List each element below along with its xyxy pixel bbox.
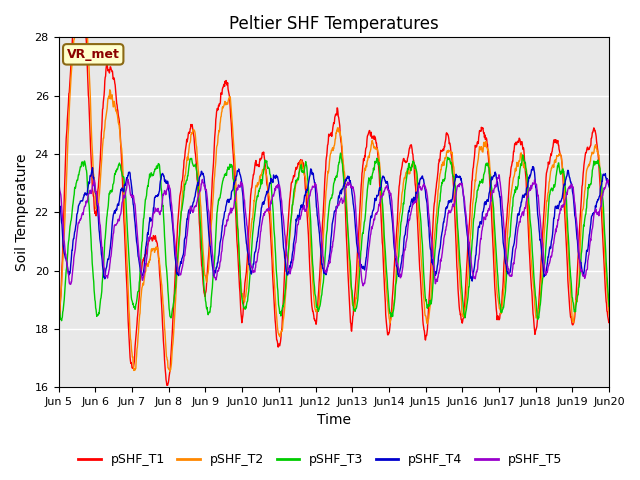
Line: pSHF_T4: pSHF_T4 (58, 167, 609, 281)
pSHF_T3 (58, 318, 65, 324)
pSHF_T2 (54, 318, 62, 324)
pSHF_T1 (164, 380, 172, 385)
pSHF_T5 (239, 182, 246, 188)
pSHF_T5 (420, 181, 428, 187)
pSHF_T4 (529, 164, 536, 169)
pSHF_T1 (239, 304, 247, 310)
pSHF_T2 (164, 365, 172, 371)
pSHF_T5 (359, 283, 367, 289)
pSHF_T1 (164, 383, 172, 388)
pSHF_T4 (541, 272, 548, 278)
pSHF_T4 (164, 178, 172, 184)
pSHF_T1 (492, 301, 500, 307)
pSHF_T4 (605, 184, 613, 190)
pSHF_T4 (492, 170, 499, 176)
pSHF_T4 (54, 202, 62, 208)
pSHF_T1 (54, 326, 62, 332)
pSHF_T3 (54, 302, 62, 308)
pSHF_T3 (605, 304, 613, 310)
Text: VR_met: VR_met (67, 48, 120, 61)
pSHF_T5 (541, 265, 548, 271)
pSHF_T5 (495, 172, 503, 178)
pSHF_T2 (492, 273, 500, 278)
pSHF_T3 (492, 245, 500, 251)
pSHF_T3 (337, 150, 344, 156)
pSHF_T5 (164, 185, 172, 191)
pSHF_T3 (420, 276, 428, 281)
pSHF_T2 (605, 312, 613, 318)
pSHF_T1 (420, 327, 428, 333)
pSHF_T2 (166, 369, 173, 374)
pSHF_T4 (419, 176, 427, 182)
Line: pSHF_T5: pSHF_T5 (58, 175, 609, 286)
pSHF_T3 (177, 208, 185, 214)
pSHF_T1 (178, 179, 186, 185)
Legend: pSHF_T1, pSHF_T2, pSHF_T3, pSHF_T4, pSHF_T5: pSHF_T1, pSHF_T2, pSHF_T3, pSHF_T4, pSHF… (73, 448, 567, 471)
pSHF_T2 (178, 199, 186, 205)
Title: Peltier SHF Temperatures: Peltier SHF Temperatures (229, 15, 439, 33)
Y-axis label: Soil Temperature: Soil Temperature (15, 154, 29, 271)
pSHF_T4 (468, 278, 476, 284)
pSHF_T5 (492, 183, 499, 189)
pSHF_T2 (420, 297, 428, 302)
pSHF_T5 (605, 181, 613, 187)
pSHF_T2 (541, 227, 548, 233)
Line: pSHF_T3: pSHF_T3 (58, 153, 609, 321)
pSHF_T5 (54, 184, 62, 190)
pSHF_T3 (239, 301, 247, 307)
pSHF_T5 (177, 270, 185, 276)
pSHF_T1 (541, 202, 548, 207)
pSHF_T3 (541, 262, 548, 267)
pSHF_T2 (239, 296, 247, 301)
pSHF_T1 (605, 320, 613, 325)
pSHF_T4 (177, 259, 185, 264)
X-axis label: Time: Time (317, 413, 351, 427)
Line: pSHF_T1: pSHF_T1 (58, 0, 609, 385)
Line: pSHF_T2: pSHF_T2 (58, 0, 609, 372)
pSHF_T4 (239, 190, 246, 195)
pSHF_T3 (164, 288, 172, 294)
